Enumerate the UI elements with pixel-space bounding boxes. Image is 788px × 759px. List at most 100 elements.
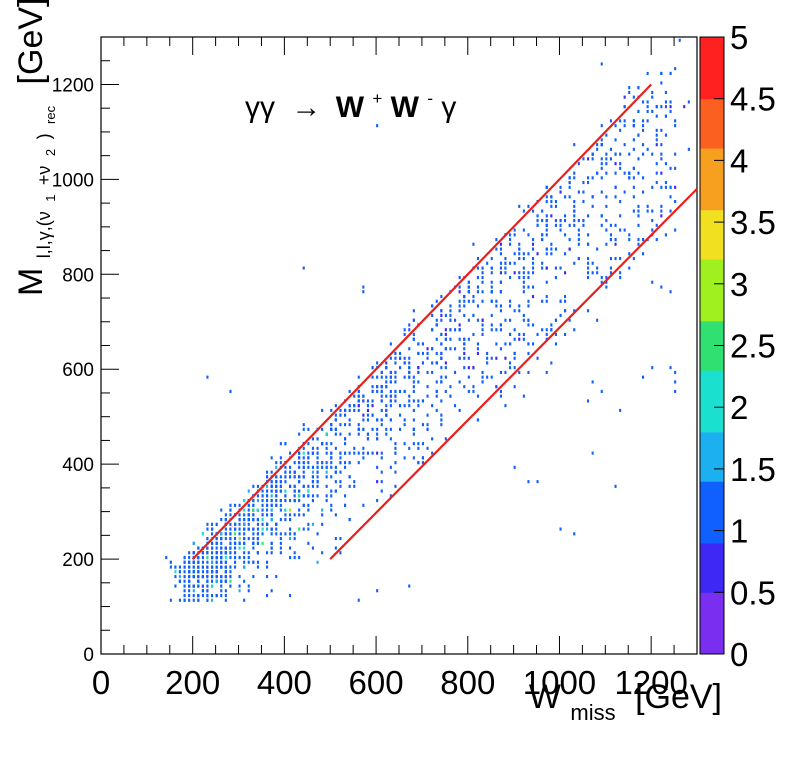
heatmap-cell — [664, 233, 667, 237]
heatmap-cell — [669, 166, 672, 170]
heatmap-cell — [243, 556, 246, 560]
heatmap-cell — [389, 418, 392, 422]
heatmap-cell — [577, 228, 580, 232]
heatmap-cell — [334, 432, 337, 436]
heatmap-cell — [632, 95, 635, 99]
heatmap-cell — [509, 276, 512, 280]
heatmap-cell — [266, 470, 269, 474]
heatmap-cell — [554, 204, 557, 208]
heatmap-cell — [426, 427, 429, 431]
heatmap-cell — [431, 370, 434, 374]
heatmap-cell — [664, 185, 667, 189]
heatmap-cell — [229, 503, 232, 507]
heatmap-cell — [518, 304, 521, 308]
heatmap-cell — [394, 356, 397, 360]
heatmap-cell — [467, 280, 470, 284]
heatmap-cell — [582, 190, 585, 194]
heatmap-cell — [619, 152, 622, 156]
heatmap-cell — [660, 185, 663, 189]
heatmap-cell — [357, 389, 360, 393]
heatmap-cell — [440, 413, 443, 417]
heatmap-cell — [224, 598, 227, 602]
heatmap-cell — [664, 105, 667, 109]
heatmap-cell — [481, 370, 484, 374]
heatmap-cell — [609, 147, 612, 151]
heatmap-cell — [412, 380, 415, 384]
heatmap-cell — [302, 503, 305, 507]
heatmap-cell — [527, 351, 530, 355]
heatmap-cell — [334, 546, 337, 550]
heatmap-cell — [284, 442, 287, 446]
heatmap-cell — [481, 328, 484, 332]
heatmap-cell — [188, 594, 191, 598]
heatmap-cell — [463, 337, 466, 341]
heatmap-cell — [234, 522, 237, 526]
heatmap-cell — [541, 209, 544, 213]
heatmap-cell — [293, 484, 296, 488]
heatmap-cell — [344, 461, 347, 465]
heatmap-cell — [403, 404, 406, 408]
y-tick-label: 1000 — [52, 170, 94, 191]
heatmap-cell — [440, 366, 443, 370]
heatmap-cell — [587, 271, 590, 275]
heatmap-cell — [509, 318, 512, 322]
heatmap-cell — [412, 332, 415, 336]
heatmap-cell — [266, 560, 269, 564]
heatmap-cell — [289, 484, 292, 488]
heatmap-cell — [614, 195, 617, 199]
heatmap-cell — [183, 560, 186, 564]
heatmap-cell — [669, 105, 672, 109]
heatmap-cell — [454, 404, 457, 408]
heatmap-cell — [628, 266, 631, 270]
heatmap-cell — [247, 584, 250, 588]
heatmap-cell — [495, 385, 498, 389]
color-scale-band — [700, 246, 724, 260]
heatmap-cell — [344, 437, 347, 441]
heatmap-cell — [605, 133, 608, 137]
heatmap-cell — [687, 100, 690, 104]
heatmap-cell — [435, 389, 438, 393]
heatmap-cell — [527, 252, 530, 256]
heatmap-cell — [623, 171, 626, 175]
heatmap-cell — [357, 432, 360, 436]
heatmap-cell — [632, 257, 635, 261]
heatmap-cell — [435, 323, 438, 327]
color-scale-band — [700, 160, 724, 174]
heatmap-cell — [532, 247, 535, 251]
heatmap-cell — [344, 423, 347, 427]
heatmap-cell — [481, 299, 484, 303]
heatmap-cell — [554, 318, 557, 322]
heatmap-cell — [605, 152, 608, 156]
heatmap-cell — [371, 404, 374, 408]
heatmap-cell — [426, 385, 429, 389]
color-scale-band — [700, 357, 724, 371]
heatmap-cell — [238, 503, 241, 507]
heatmap-cell — [417, 442, 420, 446]
color-scale-band — [700, 74, 724, 87]
heatmap-cell — [178, 570, 181, 574]
heatmap-cell — [522, 290, 525, 294]
heatmap-cell — [440, 399, 443, 403]
heatmap-cell — [431, 313, 434, 317]
heatmap-cell — [238, 556, 241, 560]
heatmap-cell — [298, 451, 301, 455]
heatmap-cell — [550, 247, 553, 251]
heatmap-cell — [275, 480, 278, 484]
color-scale-band — [700, 616, 724, 630]
heatmap-cell — [573, 223, 576, 227]
heatmap-cell — [252, 518, 255, 522]
heatmap-cell — [334, 418, 337, 422]
heatmap-cell — [298, 494, 301, 498]
heatmap-cell — [371, 427, 374, 431]
heatmap-cell — [270, 541, 273, 545]
heatmap-cell — [463, 295, 466, 299]
heatmap-cell — [311, 451, 314, 455]
heatmap-cell — [463, 385, 466, 389]
heatmap-cell — [284, 480, 287, 484]
heatmap-cell — [256, 494, 259, 498]
heatmap-cell — [458, 323, 461, 327]
heatmap-cell — [330, 442, 333, 446]
heatmap-cell — [550, 323, 553, 327]
heatmap-cell — [573, 532, 576, 536]
z-tick-label: 4.5 — [730, 81, 776, 118]
